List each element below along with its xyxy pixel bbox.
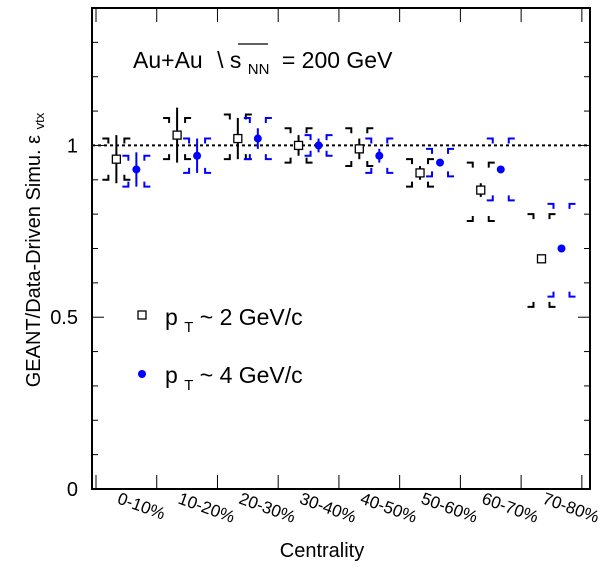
sys-bracket (305, 127, 313, 164)
x-axis-title: Centrality (280, 540, 364, 562)
sys-bracket (406, 158, 414, 188)
legend-label-pt4: p T ~ 4 GeV/c (165, 362, 303, 395)
data-point-open-square (536, 254, 547, 264)
sys-bracket (426, 147, 434, 178)
data-point-open-square (476, 185, 486, 195)
sys-bracket (143, 154, 151, 188)
sys-bracket (547, 202, 555, 298)
x-tick-labels: 0-10% 10-20% 20-30% 30-40% 40-50% 50-60% 60-70… (115, 489, 600, 527)
sys-bracket (507, 137, 515, 202)
data-point-open-square (354, 144, 364, 154)
sys-bracket (527, 213, 535, 308)
sys-bracket (304, 134, 312, 157)
x-tick-label: 10-20% (176, 489, 238, 527)
data-point-filled-circle (253, 134, 262, 143)
x-tick-label: 70-80% (540, 489, 600, 527)
y-axis-title: GEANT/Data-Driven Simu. ε vtx (23, 112, 47, 387)
data-point-open-square (172, 130, 182, 140)
data-point-filled-circle (496, 165, 505, 174)
x-tick-label: 30-40% (297, 489, 359, 527)
y-tick-label: 0 (67, 479, 78, 501)
sys-bracket (466, 161, 474, 223)
data-point-open-square (111, 154, 122, 164)
data-point-filled-circle (193, 151, 202, 160)
sys-bracket (325, 134, 333, 157)
y-tick-label: 0.5 (50, 307, 78, 329)
y-tick-label: 1 (67, 135, 78, 157)
sys-bracket (243, 116, 251, 161)
x-tick-label: 50-60% (419, 489, 481, 527)
sys-bracket (447, 147, 455, 178)
data-point-filled-circle (557, 244, 566, 253)
sys-bracket (163, 116, 171, 161)
sys-bracket (223, 113, 231, 161)
sys-bracket (486, 137, 494, 202)
sys-bracket (123, 137, 131, 181)
legend-marker-filled-circle (138, 370, 146, 378)
sys-bracket (487, 161, 495, 223)
sys-bracket (345, 127, 353, 168)
sys-bracket (183, 137, 191, 174)
sys-bracket (122, 154, 130, 188)
sys-bracket (427, 158, 435, 188)
data-point-filled-circle (314, 141, 323, 150)
sys-bracket (568, 202, 576, 298)
data-point-filled-circle (375, 151, 384, 160)
sys-bracket (386, 137, 394, 174)
chart-title: Au+Au \ s NN = 200 GeV (133, 47, 393, 79)
plot-frame (91, 7, 591, 490)
sys-bracket (365, 137, 373, 174)
data-point-filled-circle (132, 165, 141, 174)
x-axis-ticks (95, 8, 583, 489)
sys-bracket (284, 127, 292, 164)
legend: p T ~ 2 GeV/c p T ~ 4 GeV/c (137, 304, 303, 395)
sys-bracket (548, 213, 556, 308)
sys-bracket (102, 137, 110, 181)
sys-bracket (264, 116, 272, 161)
x-tick-label: 0-10% (115, 489, 168, 524)
sys-bracket (366, 127, 374, 168)
sys-bracket (184, 116, 192, 161)
x-tick-label: 40-50% (358, 489, 420, 527)
x-tick-label: 60-70% (479, 489, 541, 527)
data-point-open-square (233, 133, 243, 144)
x-tick-label: 20-30% (236, 489, 298, 527)
y-axis-ticks: 00.51 (50, 7, 590, 501)
legend-label-pt2: p T ~ 2 GeV/c (165, 304, 303, 337)
data-point-open-square (415, 168, 425, 178)
data-point-filled-circle (436, 158, 445, 167)
data-point-open-square (293, 140, 304, 151)
sys-bracket (204, 137, 212, 174)
legend-marker-open-square (137, 310, 147, 320)
data-marks (102, 107, 576, 308)
